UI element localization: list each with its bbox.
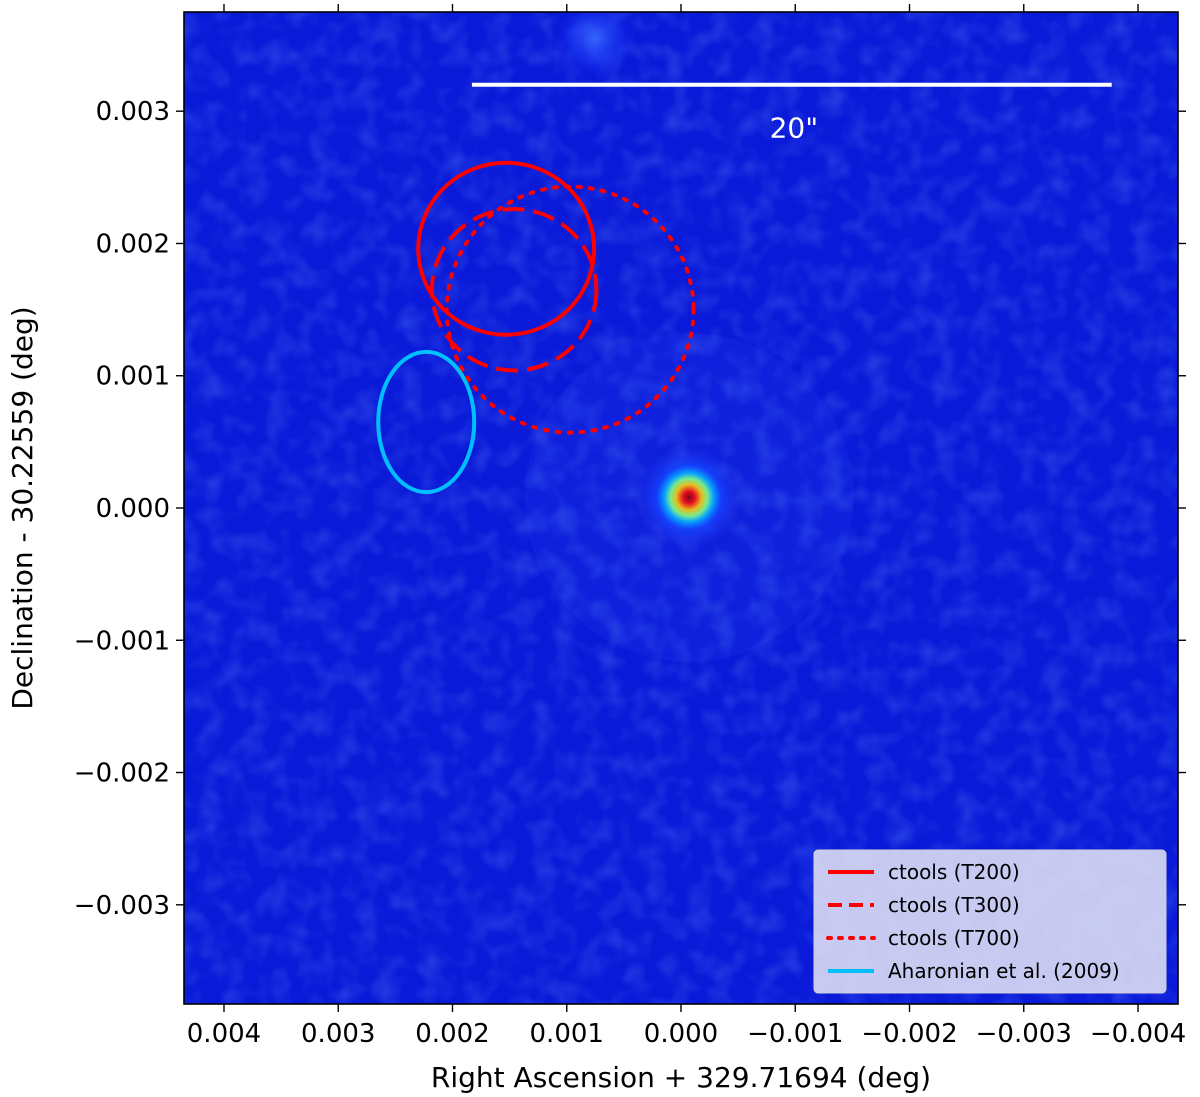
x-tick-label: 0.004 [187,1019,261,1049]
region-0 [416,160,597,337]
y-tick-label: 0.000 [96,494,170,524]
x-axis-label: Right Ascension + 329.71694 (deg) [431,1061,931,1094]
legend-box [813,849,1167,994]
y-tick-label: −0.001 [74,626,170,656]
legend: ctools (T200) ctools (T300) ctools (T700) A… [813,849,1167,994]
legend-items: ctools (T200) ctools (T300) ctools (T700) A… [826,860,1120,983]
scale-bar-label: 20" [770,112,819,145]
source-1 [550,12,640,83]
y-tick-label: −0.003 [74,891,170,921]
y-tick-label: 0.001 [96,362,170,392]
sources [524,12,854,662]
x-tick-label: −0.002 [861,1019,957,1049]
source-halo [524,332,854,662]
region-1 [429,207,599,373]
regions [376,160,696,495]
x-tick-label: −0.001 [747,1019,843,1049]
x-tick-label: −0.004 [1090,1019,1186,1049]
y-axis-label: Declination - 30.22559 (deg) [6,306,39,709]
region-2 [444,184,696,435]
legend-label: ctools (T700) [888,926,1020,950]
x-tick-label: −0.003 [976,1019,1072,1049]
plot-area: 20" 0.004 0.003 0.002 0.001 0.000 −0.001 −0.00… [74,4,1186,1049]
y-tick-label: −0.002 [74,759,170,789]
scale-bar: 20" [471,82,1112,145]
y-axis-ticks: 0.003 0.002 0.001 0.000 −0.001 −0.002 −0.003 [74,97,1186,921]
y-tick-label: 0.002 [96,229,170,259]
x-tick-label: 0.001 [530,1019,604,1049]
legend-label: ctools (T200) [888,860,1020,884]
y-tick-label: 0.003 [96,97,170,127]
legend-label: ctools (T300) [888,893,1020,917]
x-axis-ticks: 0.004 0.003 0.002 0.001 0.000 −0.001 −0.002 −0.… [187,4,1186,1049]
x-tick-label: 0.002 [415,1019,489,1049]
legend-label: Aharonian et al. (2009) [888,959,1120,983]
source-0 [630,438,748,556]
x-tick-label: 0.000 [644,1019,718,1049]
region-3 [376,349,477,495]
x-tick-label: 0.003 [301,1019,375,1049]
